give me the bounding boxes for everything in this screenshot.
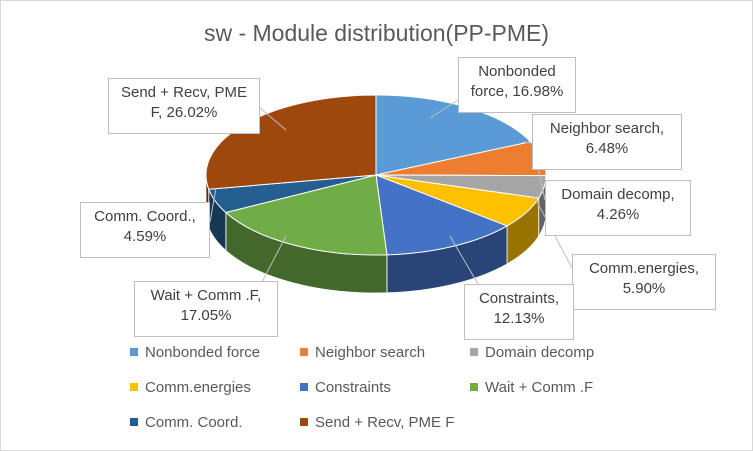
legend-item: Constraints (300, 378, 391, 398)
pie-slice-wait-comm-f (224, 174, 388, 256)
leader-line (209, 187, 217, 223)
leader-line (537, 167, 546, 201)
legend-swatch (130, 348, 138, 357)
legend-label: Comm. Coord. (145, 414, 243, 431)
legend-label: Send + Recv, PME F (315, 414, 455, 431)
legend-swatch (130, 418, 138, 427)
legend-swatch (300, 348, 308, 357)
legend-swatch (470, 383, 478, 392)
legend-item: Send + Recv, PME F (300, 413, 454, 433)
legend-item: Nonbonded force (130, 343, 260, 363)
leader-line (259, 107, 287, 131)
leader-line (261, 235, 287, 283)
legend-label: Comm.energies (145, 379, 251, 396)
leader-line (521, 141, 533, 144)
legend-swatch (300, 418, 308, 427)
legend-swatch (300, 383, 308, 392)
legend-item: Domain decomp (470, 343, 594, 363)
legend-swatch (470, 348, 478, 357)
legend-swatch (130, 383, 138, 392)
legend-label: Domain decomp (485, 344, 595, 361)
data-label: Comm. Coord., 4.59% (80, 202, 210, 258)
data-label: Nonbonded force, 16.98% (458, 57, 576, 113)
legend-item: Wait + Comm .F (470, 378, 593, 398)
legend-label: Wait + Comm .F (485, 379, 594, 396)
legend-item: Comm.energies (130, 378, 251, 398)
legend-item: Comm. Coord. (130, 413, 243, 433)
legend-label: Nonbonded force (145, 344, 261, 361)
data-label: Domain decomp, 4.26% (545, 180, 691, 236)
pie-slice-constraints (375, 174, 509, 256)
data-label: Comm.energies, 5.90% (572, 254, 716, 310)
legend-label: Neighbor search (315, 344, 426, 361)
data-label: Neighbor search, 6.48% (532, 114, 682, 170)
chart-title: sw - Module distribution(PP-PME) (203, 20, 550, 46)
data-label: Constraints, 12.13% (464, 284, 574, 340)
leader-line (449, 235, 479, 285)
leader-line (429, 99, 459, 119)
data-label: Wait + Comm .F, 17.05% (134, 281, 278, 337)
data-label: Send + Recv, PME F, 26.02% (108, 78, 260, 134)
legend-item: Neighbor search (300, 343, 425, 363)
legend-label: Constraints (315, 379, 391, 396)
